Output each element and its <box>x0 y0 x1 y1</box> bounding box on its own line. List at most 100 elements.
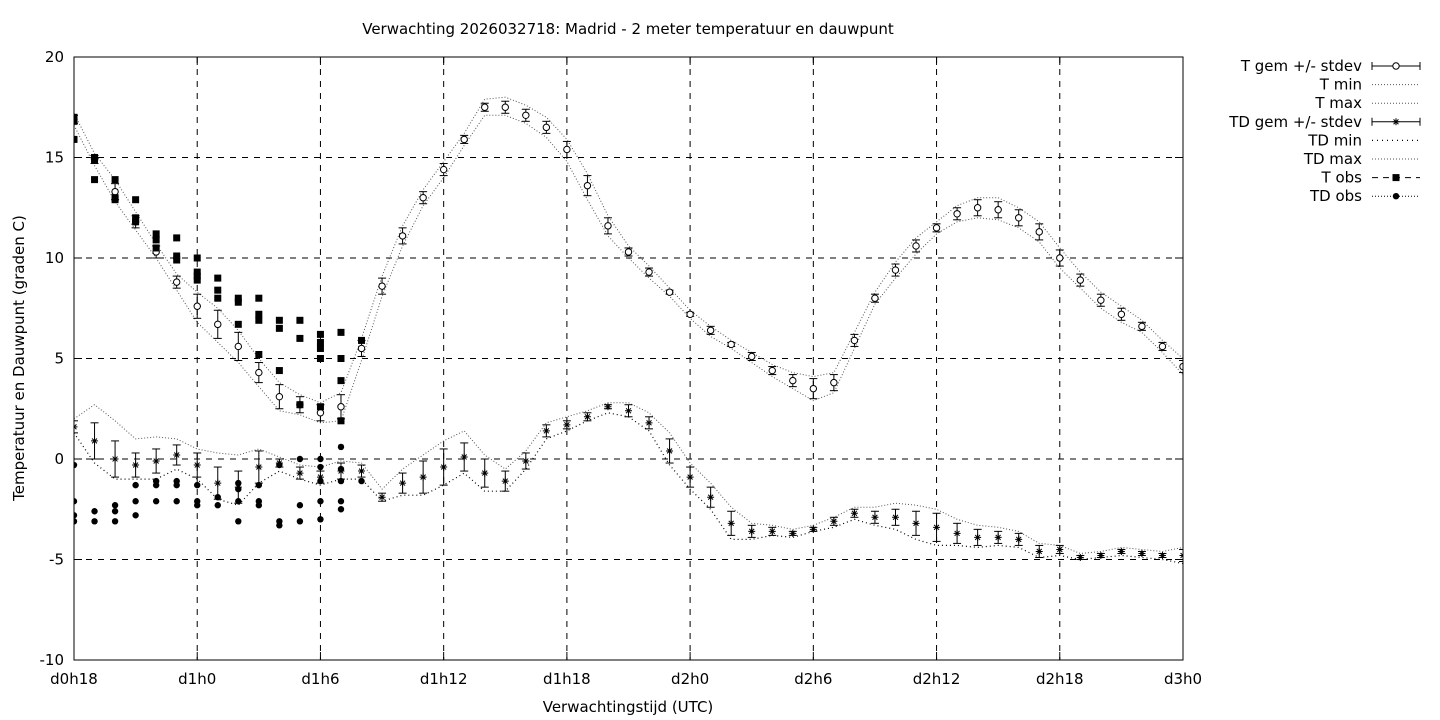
td-mean-point <box>1117 547 1125 555</box>
t-obs-point <box>173 234 181 242</box>
td-mean-point <box>912 519 920 527</box>
td-mean-point <box>1158 551 1166 559</box>
t-mean-point <box>501 103 509 111</box>
td-mean-point <box>953 529 961 537</box>
t-obs-point <box>111 196 119 204</box>
t-obs-point <box>275 367 283 375</box>
td-mean-point <box>440 463 448 471</box>
td-obs-point <box>317 477 324 485</box>
td-obs-point <box>337 465 345 473</box>
td-obs-point <box>337 443 345 451</box>
legend-label: T gem +/- stdev <box>1240 57 1362 75</box>
td-obs-point <box>91 518 98 525</box>
td-obs-point <box>255 502 263 509</box>
t-mean-point <box>337 403 345 411</box>
td-obs-point <box>235 498 242 505</box>
t-min-line <box>74 114 1183 424</box>
td-mean-point <box>542 427 550 435</box>
t-mean-point <box>973 204 982 212</box>
td-obs-point <box>296 518 304 525</box>
td-mean-point <box>686 473 694 481</box>
t-obs-point <box>132 218 140 226</box>
x-axis-ticks: d0h18 d1h0 d1h6 d1h12 d1h18 d2h0 d2h6 d2h12 d2h1… <box>50 57 1202 688</box>
t-mean-point <box>439 165 448 174</box>
td-mean-point <box>132 461 140 469</box>
t-mean-point <box>624 248 633 256</box>
td-obs-point <box>337 498 345 505</box>
td-obs-point <box>194 481 201 489</box>
t-obs-point <box>316 338 324 346</box>
t-obs-point <box>193 268 201 276</box>
td-obs-point <box>276 522 283 529</box>
td-mean-point <box>830 517 838 525</box>
t-mean-point <box>378 282 386 290</box>
t-mean-point <box>891 266 900 274</box>
t-obs-point <box>255 310 263 318</box>
t-mean-point <box>830 378 838 387</box>
td-obs-point <box>255 481 263 489</box>
x-tick-label: d2h6 <box>794 670 832 688</box>
td-mean-point <box>748 527 756 535</box>
t-mean-point <box>255 368 263 377</box>
td-obs-point <box>132 512 139 519</box>
t-obs-point <box>275 324 283 332</box>
td-obs-point <box>74 461 78 469</box>
t-obs-point <box>193 272 201 280</box>
td-obs-point <box>358 477 365 485</box>
chart-title: Verwachting 2026032718: Madrid - 2 meter… <box>362 20 894 38</box>
t-obs-point <box>234 294 242 302</box>
t-mean-point <box>809 384 818 393</box>
x-axis-label: Verwachtingstijd (UTC) <box>543 698 714 716</box>
t-obs-point <box>132 214 140 222</box>
td-mean-point <box>933 523 941 531</box>
t-obs-point <box>214 286 222 294</box>
td-mean-point <box>563 421 571 429</box>
t-mean-point <box>1056 254 1064 262</box>
td-obs-point <box>337 477 345 485</box>
td-mean-point <box>1056 545 1064 553</box>
t-max-line <box>74 96 1183 404</box>
y-tick-label: 20 <box>45 48 64 66</box>
t-mean-point <box>1117 310 1126 318</box>
td-obs-point <box>235 485 242 493</box>
td-obs-point <box>74 518 78 525</box>
t-obs-point <box>337 417 345 425</box>
legend-label: T obs <box>1321 169 1363 187</box>
td-mean-point <box>481 469 489 477</box>
t-obs-point <box>214 294 222 302</box>
td-mean-point <box>214 479 222 487</box>
td-mean-point <box>419 473 427 481</box>
t-obs-point <box>337 355 345 362</box>
t-mean-point <box>768 366 776 375</box>
td-min-line <box>74 412 1183 565</box>
t-obs-point <box>275 316 283 324</box>
t-mean-point <box>789 376 797 385</box>
legend-label: T min <box>1319 76 1362 94</box>
legend-label: TD gem +/- stdev <box>1228 113 1362 131</box>
td-mean-point <box>666 447 674 455</box>
t-obs-point <box>316 355 324 362</box>
t-obs-point <box>152 244 160 252</box>
legend-label: TD min <box>1307 131 1362 149</box>
t-mean-point <box>583 181 592 190</box>
td-obs-point <box>296 502 304 509</box>
t-mean-point <box>953 210 961 218</box>
t-obs-point <box>316 403 324 411</box>
td-mean-point <box>994 533 1002 541</box>
t-mean-point <box>419 194 427 202</box>
td-mean-point <box>809 525 817 533</box>
x-tick-label: d1h12 <box>420 670 468 688</box>
td-mean-point <box>789 529 797 537</box>
t-obs-point <box>173 256 181 264</box>
t-obs-point <box>132 196 140 204</box>
t-obs-point <box>74 135 78 143</box>
t-obs-point <box>337 377 345 385</box>
t-mean-point <box>850 336 859 345</box>
legend-marker-square <box>1392 174 1400 182</box>
t-mean-point <box>316 409 325 417</box>
td-mean-point <box>850 509 858 517</box>
td-mean-point <box>296 469 304 477</box>
t-obs-point <box>296 401 304 409</box>
